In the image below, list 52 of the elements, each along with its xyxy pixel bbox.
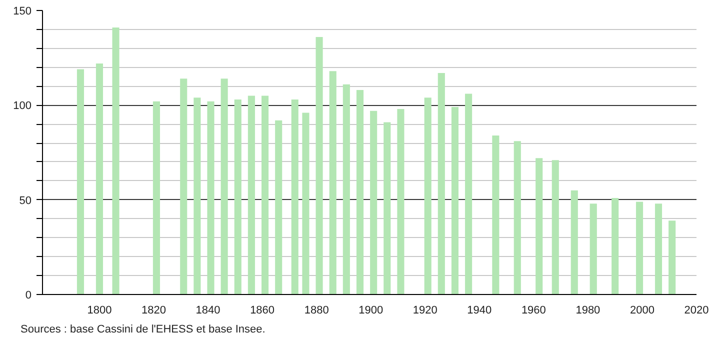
- bar: [342, 84, 350, 294]
- bar: [207, 101, 214, 294]
- bar: [384, 122, 391, 294]
- bar: [536, 158, 543, 294]
- x-tick-label: 1960: [521, 304, 546, 316]
- bar: [552, 160, 559, 294]
- bar: [248, 96, 255, 294]
- bar: [291, 99, 298, 294]
- bar: [492, 135, 500, 294]
- bar: [180, 78, 188, 294]
- bar: [194, 98, 201, 294]
- bar: [329, 71, 336, 294]
- x-tick-label: 2020: [684, 304, 709, 316]
- bar: [316, 37, 323, 294]
- y-tick-label: 50: [19, 194, 32, 207]
- bar: [451, 107, 459, 294]
- x-tick-label: 1980: [576, 304, 600, 316]
- bar: [668, 220, 676, 294]
- x-tick-label: 1820: [142, 304, 166, 316]
- bar: [152, 101, 160, 294]
- y-tick-label: 100: [13, 100, 32, 112]
- bar: [112, 28, 120, 294]
- bar: [76, 69, 84, 294]
- bar: [275, 120, 282, 294]
- y-tick-label: 150: [13, 6, 32, 18]
- x-tick-label: 1860: [250, 304, 275, 316]
- source-note: Sources : base Cassini de l'EHESS et base Insee.: [20, 324, 266, 336]
- bar: [356, 90, 364, 294]
- bar: [302, 112, 310, 294]
- bar: [438, 72, 445, 294]
- x-tick-label: 2000: [630, 304, 654, 316]
- bar: [220, 78, 228, 294]
- x-tick-label: 1920: [412, 304, 438, 316]
- x-tick-label: 1880: [304, 304, 329, 316]
- bar: [654, 204, 662, 294]
- bar: [234, 99, 242, 294]
- bar: [612, 198, 619, 294]
- bar: [370, 110, 378, 294]
- bar: [514, 141, 521, 294]
- bar: [570, 190, 578, 294]
- bar: [590, 204, 597, 294]
- x-tick-label: 1900: [358, 304, 384, 316]
- bar: [465, 94, 472, 294]
- bar: [397, 108, 404, 294]
- x-tick-label: 1800: [87, 304, 112, 316]
- bar: [424, 98, 432, 294]
- x-tick-label: 1840: [196, 304, 220, 316]
- bar: [636, 202, 644, 294]
- bar: [96, 64, 104, 294]
- bar: [261, 96, 269, 294]
- y-tick-label: 0: [25, 290, 32, 302]
- x-tick-label: 1940: [467, 304, 492, 316]
